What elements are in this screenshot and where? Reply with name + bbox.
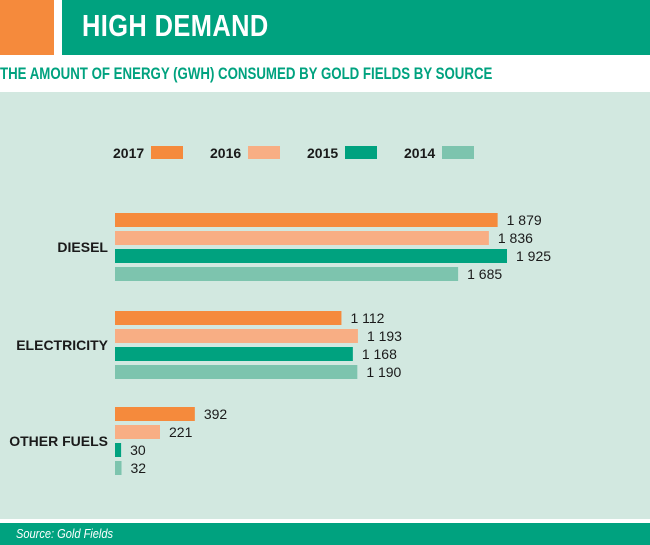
category-label-diesel: DIESEL bbox=[57, 239, 108, 255]
value-label-electricity-2014: 1 190 bbox=[366, 364, 401, 380]
legend-label-2017: 2017 bbox=[113, 145, 144, 161]
bar-diesel-2017 bbox=[115, 213, 498, 227]
bar-other-fuels-2015 bbox=[115, 443, 122, 457]
value-label-other-fuels-2017: 392 bbox=[204, 406, 228, 422]
header-band bbox=[62, 0, 650, 55]
legend-label-2016: 2016 bbox=[210, 145, 241, 161]
chart-title: THE AMOUNT OF ENERGY (GWH) CONSUMED BY G… bbox=[0, 64, 493, 83]
value-label-other-fuels-2016: 221 bbox=[169, 424, 193, 440]
source-note: Source: Gold Fields bbox=[16, 526, 114, 541]
legend-swatch-2014 bbox=[442, 146, 474, 159]
value-label-diesel-2015: 1 925 bbox=[516, 248, 551, 264]
bar-diesel-2015 bbox=[115, 249, 507, 263]
page-title: HIGH DEMAND bbox=[82, 8, 269, 43]
legend-swatch-2017 bbox=[151, 146, 183, 159]
bar-other-fuels-2014 bbox=[115, 461, 122, 475]
bar-electricity-2015 bbox=[115, 347, 353, 361]
category-label-other-fuels: OTHER FUELS bbox=[9, 433, 108, 449]
bar-electricity-2017 bbox=[115, 311, 342, 325]
bar-other-fuels-2016 bbox=[115, 425, 161, 439]
chart-bars bbox=[115, 213, 507, 475]
value-label-electricity-2017: 1 112 bbox=[350, 310, 384, 326]
bar-electricity-2014 bbox=[115, 365, 358, 379]
chart-legend: 2017 2016 2015 2014 bbox=[113, 145, 474, 161]
legend-label-2015: 2015 bbox=[307, 145, 338, 161]
legend-label-2014: 2014 bbox=[404, 145, 435, 161]
value-label-diesel-2017: 1 879 bbox=[507, 212, 542, 228]
bar-diesel-2016 bbox=[115, 231, 489, 245]
category-label-electricity: ELECTRICITY bbox=[16, 337, 108, 353]
category-labels: DIESEL ELECTRICITY OTHER FUELS bbox=[9, 239, 108, 449]
legend-swatch-2015 bbox=[345, 146, 377, 159]
header-accent-block bbox=[0, 0, 54, 55]
value-labels: 1 879 1 836 1 925 1 685 1 112 1 193 1 168 1 190… bbox=[130, 212, 551, 476]
chart-panel bbox=[0, 92, 650, 519]
bar-other-fuels-2017 bbox=[115, 407, 195, 421]
value-label-other-fuels-2014: 32 bbox=[131, 460, 147, 476]
value-label-diesel-2014: 1 685 bbox=[467, 266, 502, 282]
value-label-other-fuels-2015: 30 bbox=[130, 442, 146, 458]
legend-swatch-2016 bbox=[248, 146, 280, 159]
value-label-electricity-2015: 1 168 bbox=[362, 346, 397, 362]
footer-band bbox=[0, 523, 650, 545]
bar-electricity-2016 bbox=[115, 329, 358, 343]
value-label-diesel-2016: 1 836 bbox=[498, 230, 533, 246]
bar-diesel-2014 bbox=[115, 267, 459, 281]
value-label-electricity-2016: 1 193 bbox=[367, 328, 402, 344]
